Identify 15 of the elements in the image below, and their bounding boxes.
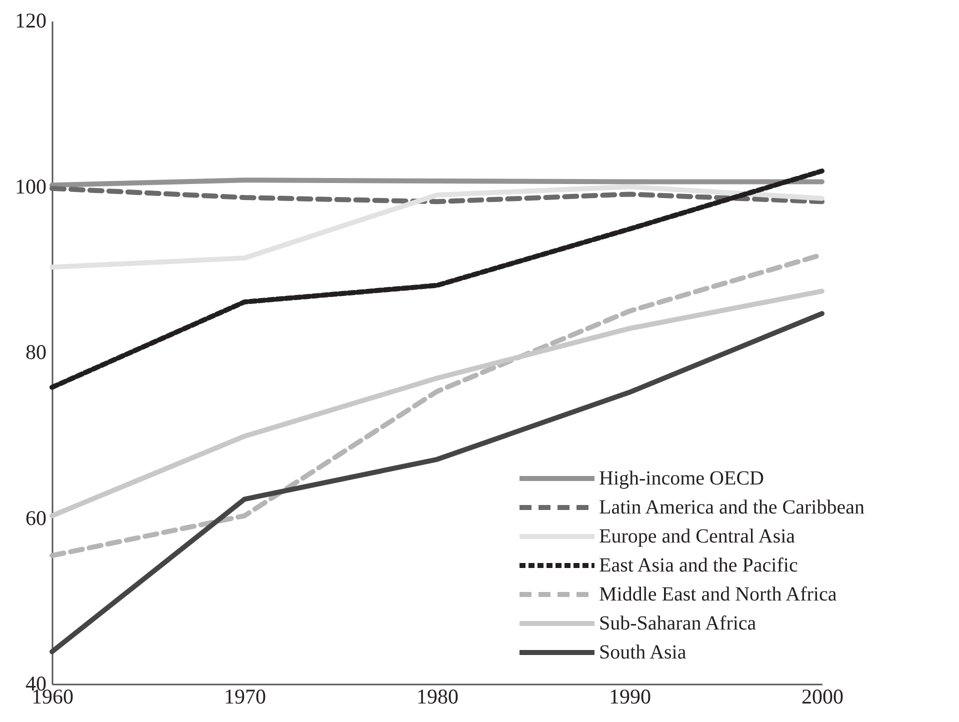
legend-label: Europe and Central Asia bbox=[599, 526, 796, 548]
legend-label: Latin America and the Caribbean bbox=[599, 496, 864, 518]
legend-label: Sub-Saharan Africa bbox=[599, 612, 756, 634]
legend-label: High-income OECD bbox=[599, 468, 764, 490]
y-tick-label: 120 bbox=[15, 8, 46, 32]
legend-label: East Asia and the Pacific bbox=[599, 554, 798, 576]
x-tick-label: 1970 bbox=[224, 684, 266, 708]
x-tick-label: 2000 bbox=[802, 684, 844, 708]
y-tick-label: 60 bbox=[26, 506, 46, 530]
legend-label: Middle East and North Africa bbox=[599, 584, 837, 606]
x-tick-label: 1990 bbox=[609, 684, 651, 708]
y-tick-label: 80 bbox=[26, 340, 46, 364]
x-tick-label: 1980 bbox=[416, 684, 458, 708]
legend-label: South Asia bbox=[599, 642, 686, 664]
y-tick-label: 100 bbox=[15, 174, 46, 198]
